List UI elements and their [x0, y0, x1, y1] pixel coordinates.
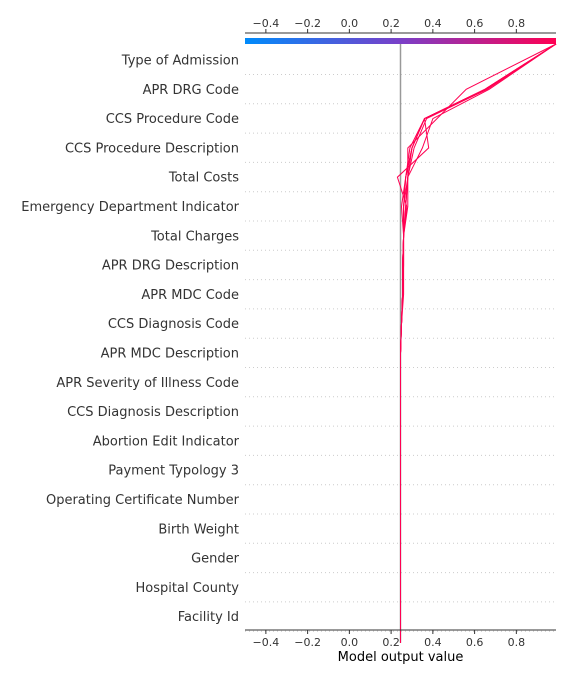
- decision-line: [400, 43, 557, 643]
- tick-label: 0.4: [424, 636, 442, 649]
- feature-label: CCS Diagnosis Description: [67, 405, 239, 420]
- feature-label: APR DRG Code: [143, 83, 239, 98]
- feature-label: Type of Admission: [121, 54, 239, 69]
- tick-label: 0.6: [466, 17, 484, 30]
- tick-label: 0.4: [424, 17, 442, 30]
- decision-line: [400, 43, 557, 643]
- feature-label: APR DRG Description: [102, 259, 239, 274]
- tick-label: 0.8: [508, 17, 526, 30]
- feature-label: Total Costs: [168, 171, 239, 186]
- feature-label: Total Charges: [150, 229, 239, 244]
- decision-line: [400, 43, 557, 643]
- tick-label: 0.0: [341, 636, 359, 649]
- tick-label: 0.8: [508, 636, 526, 649]
- tick-label: −0.4: [253, 17, 280, 30]
- top-axis: −0.4 −0.2 0.0 0.2 0.4 0.6 0.8: [245, 17, 556, 34]
- feature-label: Abortion Edit Indicator: [93, 434, 240, 449]
- feature-label: Birth Weight: [158, 522, 239, 537]
- decision-lines: [396, 43, 557, 643]
- feature-label: CCS Procedure Code: [106, 112, 239, 127]
- feature-label: Facility Id: [178, 610, 239, 625]
- feature-label: Gender: [191, 552, 240, 567]
- tick-label: −0.2: [294, 636, 321, 649]
- tick-label: 0.6: [466, 636, 484, 649]
- decision-line: [400, 43, 557, 643]
- tick-label: 0.2: [382, 636, 400, 649]
- feature-label: Operating Certificate Number: [46, 493, 240, 508]
- feature-label: CCS Diagnosis Code: [108, 317, 239, 332]
- bottom-axis: −0.4 −0.2 0.0 0.2 0.4 0.6 0.8: [245, 629, 556, 649]
- tick-label: −0.2: [294, 17, 321, 30]
- decision-line: [400, 43, 557, 643]
- feature-labels: Type of Admission APR DRG Code CCS Procedu…: [21, 54, 239, 626]
- tick-label: 0.0: [341, 17, 359, 30]
- x-axis-title: Model output value: [338, 650, 464, 665]
- decision-line: [400, 43, 557, 643]
- feature-label: APR MDC Description: [101, 347, 239, 362]
- feature-label: Hospital County: [136, 581, 240, 596]
- feature-label: CCS Procedure Description: [65, 141, 239, 156]
- feature-label: Payment Typology 3: [108, 464, 239, 479]
- feature-label: APR Severity of Illness Code: [56, 376, 239, 391]
- tick-label: −0.4: [253, 636, 280, 649]
- feature-label: Emergency Department Indicator: [21, 200, 239, 215]
- feature-label: APR MDC Code: [141, 288, 239, 303]
- tick-label: 0.2: [382, 17, 400, 30]
- colorbar: [245, 38, 556, 44]
- decision-line: [400, 43, 557, 643]
